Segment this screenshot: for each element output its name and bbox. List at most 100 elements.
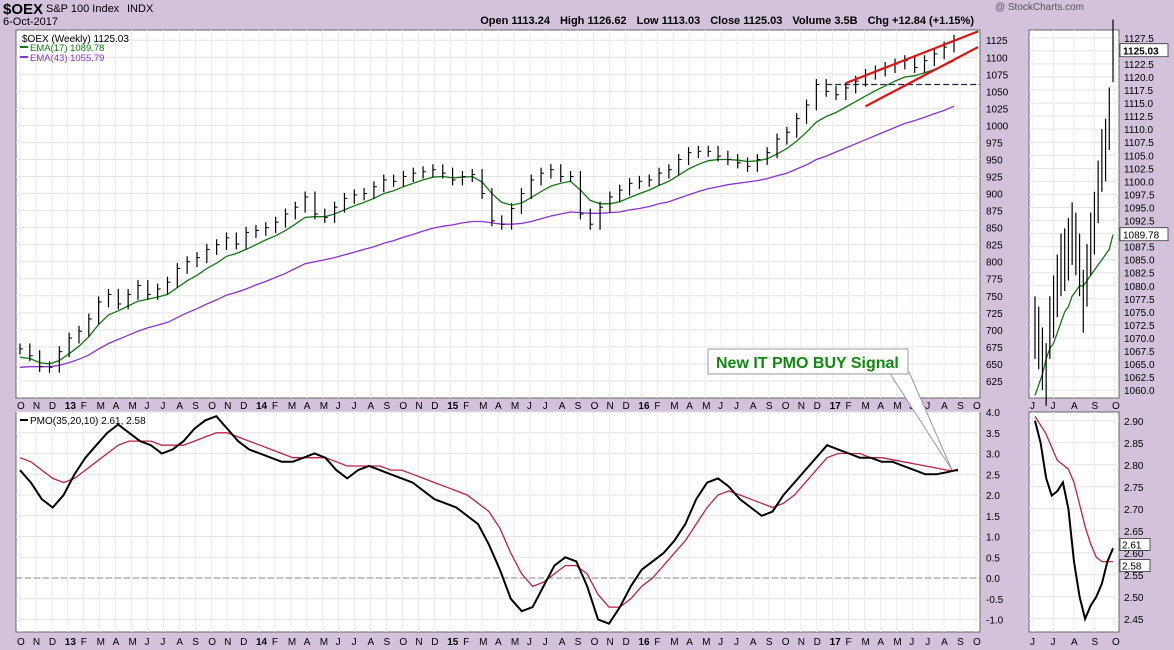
ohlc-low: Low 1113.03 xyxy=(636,15,701,27)
pmo-x-tick-label: A xyxy=(304,637,311,648)
pmo-x-tick-label: D xyxy=(622,637,629,648)
pmo-x-tick-label: 13 xyxy=(65,637,77,648)
x-tick-label: S xyxy=(192,401,199,412)
pmo-x-tick-label: F xyxy=(654,637,660,648)
y-tick-label: 900 xyxy=(986,190,1003,201)
pmo-x-tick-label: S xyxy=(192,637,199,648)
x-tick-label: S xyxy=(766,401,773,412)
symbol-label: $OEX xyxy=(3,1,44,18)
pmo-x-tick-label: J xyxy=(909,637,914,648)
x-tick-label: D xyxy=(49,401,56,412)
x-tick-label: 14 xyxy=(256,401,268,412)
x-tick-label: M xyxy=(702,401,710,412)
pmo-x-tick-label: M xyxy=(320,637,328,648)
x-tick-label: D xyxy=(622,401,629,412)
zoom-y-tick-label: 1102.5 xyxy=(1124,164,1154,175)
y-tick-label: 1100 xyxy=(986,53,1008,64)
x-tick-label: D xyxy=(431,401,438,412)
zoom-pmo-x-tick-label: J xyxy=(1051,637,1056,648)
pmo-x-tick-label: J xyxy=(160,637,165,648)
x-tick-label: 15 xyxy=(447,401,459,412)
pmo-x-tick-label: 16 xyxy=(638,637,650,648)
x-tick-label: J xyxy=(336,401,341,412)
zoom-y-tick-label: 1105.0 xyxy=(1124,151,1154,162)
x-tick-label: J xyxy=(144,401,149,412)
zoom-x-tick-label: O xyxy=(1112,401,1120,412)
y-tick-label: 650 xyxy=(986,360,1003,371)
pmo-x-tick-label: S xyxy=(766,637,773,648)
x-tick-label: O xyxy=(208,401,216,412)
pmo-x-tick-label: D xyxy=(240,637,247,648)
ema17-line xyxy=(19,60,955,365)
pmo-x-tick-label: S xyxy=(575,637,582,648)
zoom-pmo-y-tick-label: 2.50 xyxy=(1124,593,1144,604)
pmo-x-tick-label: D xyxy=(431,637,438,648)
zoom-x-tick-label: J xyxy=(1051,401,1056,412)
x-tick-label: J xyxy=(160,401,165,412)
zoom-y-tick-label: 1127.5 xyxy=(1124,34,1154,45)
zoom-y-tick-label: 1100.0 xyxy=(1124,177,1154,188)
legend-price: $OEX (Weekly) 1125.03 xyxy=(22,34,129,45)
pmo-x-tick-label: 15 xyxy=(447,637,459,648)
pmo-y-tick-label: -1.0 xyxy=(986,616,1004,627)
ohlc-volume: Volume 3.5B xyxy=(792,15,858,27)
x-tick-label: A xyxy=(495,401,502,412)
zoom-x-tick-label: A xyxy=(1071,401,1078,412)
x-tick-label: N xyxy=(33,401,40,412)
x-tick-label: J xyxy=(734,401,739,412)
annotation-box xyxy=(707,348,909,375)
pmo-y-tick-label: -0.5 xyxy=(986,595,1004,606)
zoom-pmo-y-tick-label: 2.75 xyxy=(1124,483,1144,494)
x-tick-label: O xyxy=(399,401,407,412)
x-tick-label: F xyxy=(81,401,87,412)
x-tick-label: A xyxy=(304,401,311,412)
pmo-x-tick-label: A xyxy=(176,637,183,648)
zoom-pmo-x-tick-label: S xyxy=(1092,637,1099,648)
pmo-y-tick-label: 2.0 xyxy=(986,491,1000,502)
pmo-y-tick-label: 0.5 xyxy=(986,553,1000,564)
zoom-x-tick-label: J xyxy=(1030,401,1035,412)
x-tick-label: A xyxy=(750,401,757,412)
pmo-x-tick-label: O xyxy=(973,637,981,648)
zoom-y-tick-label: 1077.5 xyxy=(1124,295,1155,306)
zoom-y-tick-label: 1110.0 xyxy=(1124,125,1154,136)
y-tick-label: 625 xyxy=(986,377,1003,388)
zoom-pmo-y-tick-label: 2.85 xyxy=(1124,439,1144,450)
y-tick-label: 1050 xyxy=(986,87,1009,98)
x-tick-label: J xyxy=(352,401,357,412)
y-tick-label: 1075 xyxy=(986,70,1009,81)
ohlc-open: Open 1113.24 xyxy=(480,15,550,27)
date-label: 6-Oct-2017 xyxy=(3,16,59,28)
zoom-pmo-y-tick-label: 2.80 xyxy=(1124,461,1144,472)
zoom-y-tick-label: 1085.0 xyxy=(1124,256,1155,267)
pmo-last-value-tag xyxy=(1119,559,1151,572)
ema43-line xyxy=(19,105,955,368)
legend-ema17: EMA(17) 1089.78 xyxy=(30,43,104,54)
pmo-x-tick-label: J xyxy=(925,637,930,648)
last-value-label: 1089.78 xyxy=(1123,231,1160,242)
pmo-last-value-label: 2.61 xyxy=(1122,540,1142,551)
pmo-x-tick-label: F xyxy=(81,637,87,648)
pmo-x-tick-label: J xyxy=(144,637,149,648)
pmo-x-tick-label: A xyxy=(113,637,120,648)
pmo-x-tick-label: F xyxy=(846,637,852,648)
zoom-y-tick-label: 1092.5 xyxy=(1124,217,1155,228)
pmo-x-tick-label: S xyxy=(383,637,390,648)
pmo-x-tick-label: M xyxy=(288,637,296,648)
zoom-y-tick-label: 1107.5 xyxy=(1124,138,1154,149)
zoom-y-tick-label: 1060.0 xyxy=(1124,386,1155,397)
ohlc-chg: Chg +12.84 (+1.15%) xyxy=(867,15,974,27)
pmo-x-tick-label: O xyxy=(782,637,790,648)
y-tick-label: 850 xyxy=(986,224,1003,235)
zoom-pmo-y-tick-label: 2.55 xyxy=(1124,571,1144,582)
x-tick-label: 13 xyxy=(65,401,77,412)
x-tick-label: N xyxy=(224,401,231,412)
y-tick-label: 750 xyxy=(986,292,1003,303)
pmo-x-tick-label: N xyxy=(415,637,422,648)
y-tick-label: 725 xyxy=(986,309,1003,320)
x-tick-label: F xyxy=(272,401,278,412)
annotation-text: New IT PMO BUY Signal xyxy=(716,355,899,372)
zoom-y-tick-label: 1070.0 xyxy=(1124,334,1155,345)
zoom-y-tick-label: 1095.0 xyxy=(1124,203,1155,214)
zoom-pmo-y-tick-label: 2.45 xyxy=(1124,615,1144,626)
